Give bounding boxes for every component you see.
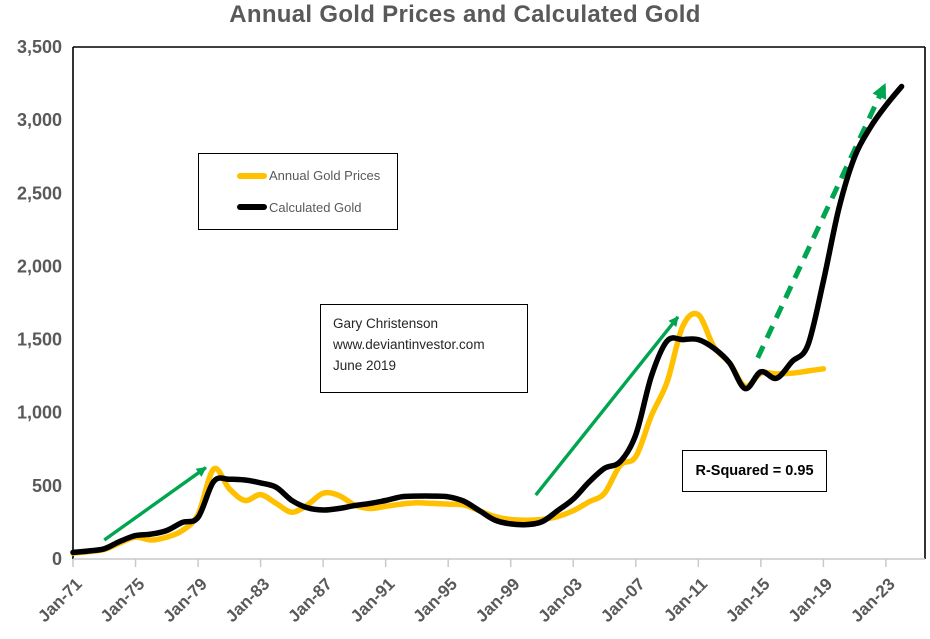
y-axis-tick-label: 3,500 — [17, 37, 62, 57]
author-name: Gary Christenson — [333, 316, 439, 331]
series-lines — [70, 83, 905, 556]
x-axis-tick-label: Jan-95 — [409, 574, 461, 626]
y-axis-tick-label: 0 — [52, 549, 62, 569]
x-axis-tick-label: Jan-15 — [722, 574, 774, 626]
author-website: www.deviantinvestor.com — [333, 336, 485, 352]
x-axis-tick-label: Jan-03 — [535, 574, 587, 626]
trend-arrow-2000s — [534, 315, 680, 497]
x-axis-tick-label: Jan-07 — [597, 574, 649, 626]
legend-item-annual-gold: Annual Gold Prices — [237, 168, 397, 183]
legend-swatch-calculated-gold — [237, 204, 267, 211]
legend-label-calculated-gold: Calculated Gold — [269, 199, 362, 215]
legend-swatch-annual-gold — [237, 172, 267, 179]
series-line-calculated-gold — [70, 83, 905, 556]
y-axis-tick-label: 2,000 — [17, 256, 62, 276]
x-axis-tick-label: Jan-75 — [97, 574, 149, 626]
x-axis-tick-label: Jan-23 — [847, 574, 899, 626]
annotation-arrows — [103, 83, 887, 542]
y-axis-tick-label: 3,000 — [17, 110, 62, 130]
chart-title: Annual Gold Prices and Calculated Gold — [229, 1, 701, 28]
chart-date: June 2019 — [333, 357, 397, 373]
r-squared-box: R-Squared = 0.95 — [682, 450, 827, 492]
x-axis-tick-label: Jan-91 — [347, 574, 399, 626]
legend-item-calculated-gold: Calculated Gold — [237, 200, 397, 215]
x-axis-tick-label: Jan-71 — [34, 574, 86, 626]
legend-label-annual-gold: Annual Gold Prices — [269, 168, 381, 184]
legend: Annual Gold Prices Calculated Gold — [198, 153, 398, 230]
y-axis-tick-label: 500 — [32, 476, 62, 496]
trend-arrow-1970s — [103, 466, 207, 542]
x-axis-tick-label: Jan-83 — [222, 574, 274, 626]
y-axis-tick-label: 2,500 — [17, 183, 62, 203]
author-text-box: Gary Christenson www.deviantinvestor.com… — [320, 304, 528, 393]
r-squared-label: R-Squared = 0.95 — [695, 463, 814, 479]
x-axis-tick-label: Jan-19 — [785, 574, 837, 626]
x-axis-tick-label: Jan-87 — [284, 574, 336, 626]
x-axis-tick-label: Jan-99 — [472, 574, 524, 626]
x-axis-tick-label: Jan-11 — [660, 574, 711, 625]
projection-arrow — [755, 83, 887, 359]
x-axis-tick-label: Jan-79 — [159, 574, 211, 626]
y-axis-tick-label: 1,500 — [17, 330, 62, 350]
y-axis-tick-label: 1,000 — [17, 403, 62, 423]
